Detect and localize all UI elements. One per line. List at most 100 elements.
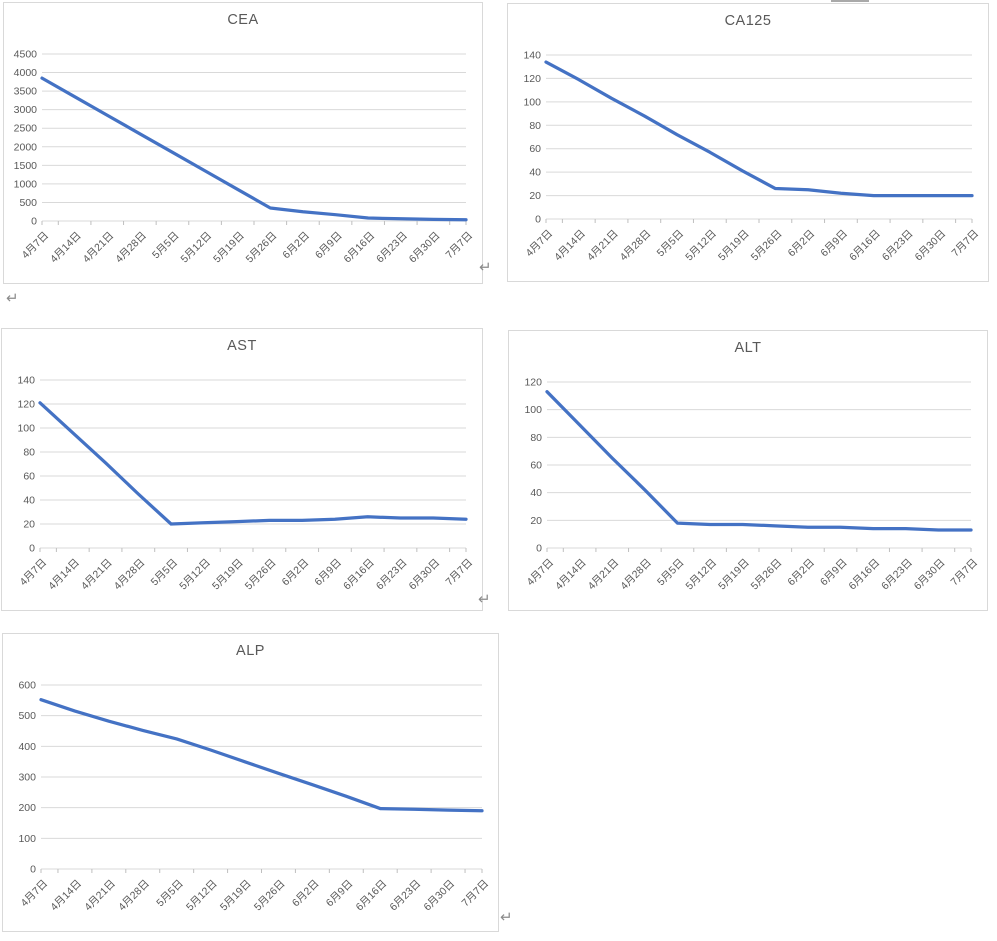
svg-text:4月7日: 4月7日 xyxy=(19,878,51,910)
svg-text:5月19日: 5月19日 xyxy=(716,228,752,264)
chart-title: ALP xyxy=(236,643,265,659)
svg-text:5月5日: 5月5日 xyxy=(154,878,186,910)
svg-text:120: 120 xyxy=(524,377,542,389)
chart-alt[interactable]: ALT 0 20 40 60 80 100 120 4月7日 4月14日 4月21日 4月28日 5月… xyxy=(508,330,988,611)
svg-text:5月12日: 5月12日 xyxy=(177,557,213,593)
svg-text:500: 500 xyxy=(18,710,36,722)
svg-text:60: 60 xyxy=(23,471,35,483)
svg-text:6月16日: 6月16日 xyxy=(354,878,390,914)
svg-text:4500: 4500 xyxy=(14,49,38,61)
svg-text:4月21日: 4月21日 xyxy=(586,557,622,593)
svg-text:140: 140 xyxy=(523,50,541,62)
paragraph-return-mark: ↵ xyxy=(478,591,491,608)
chart-title: ALT xyxy=(734,340,762,356)
svg-text:7月7日: 7月7日 xyxy=(950,228,982,260)
svg-text:5月19日: 5月19日 xyxy=(716,557,752,593)
svg-text:80: 80 xyxy=(530,432,542,444)
chart-alp[interactable]: ALP 0 100 200 300 400 500 600 4月7日 4月14日 4月21日 4月2… xyxy=(2,633,499,932)
svg-text:40: 40 xyxy=(529,167,541,179)
svg-text:6月2日: 6月2日 xyxy=(290,878,322,910)
svg-text:5月12日: 5月12日 xyxy=(683,557,719,593)
svg-text:400: 400 xyxy=(18,741,36,753)
svg-text:100: 100 xyxy=(18,833,36,845)
svg-text:5月12日: 5月12日 xyxy=(178,230,214,266)
svg-text:4月28日: 4月28日 xyxy=(113,230,149,266)
svg-text:6月30日: 6月30日 xyxy=(912,557,948,593)
svg-text:7月7日: 7月7日 xyxy=(460,878,492,910)
svg-text:80: 80 xyxy=(529,120,541,132)
svg-text:5月19日: 5月19日 xyxy=(210,557,246,593)
svg-text:120: 120 xyxy=(17,399,35,411)
svg-text:20: 20 xyxy=(530,515,542,527)
svg-text:7月7日: 7月7日 xyxy=(444,557,476,589)
svg-text:6月30日: 6月30日 xyxy=(407,230,443,266)
svg-text:3500: 3500 xyxy=(14,86,38,98)
svg-text:5月5日: 5月5日 xyxy=(150,230,182,262)
paragraph-return-mark: ↵ xyxy=(479,259,492,276)
svg-text:300: 300 xyxy=(18,772,36,784)
svg-text:4月21日: 4月21日 xyxy=(82,878,118,914)
svg-text:7月7日: 7月7日 xyxy=(444,230,476,262)
svg-text:4月21日: 4月21日 xyxy=(585,228,621,264)
svg-text:6月2日: 6月2日 xyxy=(786,228,818,260)
svg-text:6月9日: 6月9日 xyxy=(312,557,344,589)
svg-text:100: 100 xyxy=(17,423,35,435)
svg-text:5月26日: 5月26日 xyxy=(749,228,785,264)
svg-text:100: 100 xyxy=(523,96,541,108)
svg-text:5月19日: 5月19日 xyxy=(218,878,254,914)
svg-text:6月9日: 6月9日 xyxy=(324,878,356,910)
svg-text:120: 120 xyxy=(523,73,541,85)
svg-text:200: 200 xyxy=(18,802,36,814)
svg-text:60: 60 xyxy=(530,460,542,472)
chart-title: CA125 xyxy=(724,13,772,29)
chart-cea[interactable]: CEA 0 500 1000 1500 2000 2500 3000 3500 4000 4500… xyxy=(3,2,483,284)
chart-title: AST xyxy=(227,338,257,354)
svg-text:4000: 4000 xyxy=(14,67,38,79)
svg-text:2500: 2500 xyxy=(14,123,38,135)
scrolled-ui-fragment xyxy=(831,0,869,2)
svg-text:6月30日: 6月30日 xyxy=(913,228,949,264)
svg-text:6月2日: 6月2日 xyxy=(785,557,817,589)
svg-text:6月23日: 6月23日 xyxy=(374,230,410,266)
svg-text:4月14日: 4月14日 xyxy=(48,230,84,266)
paragraph-return-mark: ↵ xyxy=(6,290,19,307)
svg-text:6月9日: 6月9日 xyxy=(313,230,345,262)
svg-text:140: 140 xyxy=(17,375,35,387)
svg-text:6月16日: 6月16日 xyxy=(341,557,377,593)
svg-text:5月12日: 5月12日 xyxy=(683,228,719,264)
svg-text:4月14日: 4月14日 xyxy=(552,228,588,264)
svg-text:6月16日: 6月16日 xyxy=(847,228,883,264)
svg-text:4月7日: 4月7日 xyxy=(20,230,52,262)
svg-text:4月14日: 4月14日 xyxy=(553,557,589,593)
svg-text:6月23日: 6月23日 xyxy=(880,228,916,264)
svg-text:4月14日: 4月14日 xyxy=(46,557,82,593)
svg-text:4月28日: 4月28日 xyxy=(116,878,152,914)
svg-text:5月26日: 5月26日 xyxy=(243,557,279,593)
svg-text:5月5日: 5月5日 xyxy=(655,557,687,589)
svg-text:4月28日: 4月28日 xyxy=(618,557,654,593)
svg-text:4月28日: 4月28日 xyxy=(112,557,148,593)
svg-text:6月23日: 6月23日 xyxy=(388,878,424,914)
svg-text:7月7日: 7月7日 xyxy=(949,557,981,589)
svg-text:40: 40 xyxy=(23,495,35,507)
svg-text:6月2日: 6月2日 xyxy=(280,230,312,262)
svg-text:0: 0 xyxy=(29,543,35,555)
svg-text:100: 100 xyxy=(524,404,542,416)
svg-text:5月26日: 5月26日 xyxy=(252,878,288,914)
svg-text:6月2日: 6月2日 xyxy=(280,557,312,589)
svg-text:600: 600 xyxy=(18,680,36,692)
chart-plot-area: 0 500 1000 1500 2000 2500 3000 3500 4000 4500 4月7日… xyxy=(14,49,476,266)
svg-text:500: 500 xyxy=(19,197,37,209)
svg-text:4月21日: 4月21日 xyxy=(81,230,117,266)
svg-text:4月21日: 4月21日 xyxy=(79,557,115,593)
svg-text:6月9日: 6月9日 xyxy=(818,557,850,589)
chart-ca125[interactable]: CA125 0 20 40 60 80 100 120 140 4月7日 4月14日 4月21日 4月… xyxy=(507,3,989,282)
svg-text:6月9日: 6月9日 xyxy=(818,228,850,260)
svg-text:6月30日: 6月30日 xyxy=(421,878,457,914)
svg-text:80: 80 xyxy=(23,447,35,459)
svg-text:1500: 1500 xyxy=(14,160,38,172)
chart-ast[interactable]: AST 0 20 40 60 80 100 120 140 4月7日 4月14日 4月21日 4月28… xyxy=(1,328,483,611)
